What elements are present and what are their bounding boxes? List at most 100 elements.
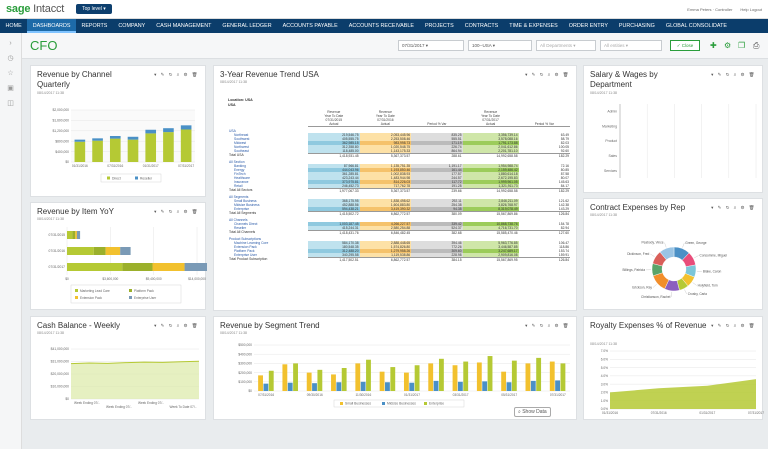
y-tick-label: $10,000,000 bbox=[51, 385, 70, 389]
nav-item-company[interactable]: Company bbox=[118, 23, 146, 29]
table-cell: 142.38 bbox=[558, 202, 569, 207]
bar-small-businesses bbox=[452, 365, 458, 391]
card-title: Royalty Expenses % of Revenue bbox=[590, 321, 707, 330]
row-label[interactable]: Small Business bbox=[234, 198, 257, 203]
row-label[interactable]: Machine Learning Core bbox=[234, 240, 269, 245]
bookmark-icon[interactable]: ◫ bbox=[7, 100, 14, 107]
row-label[interactable]: Banking bbox=[234, 163, 246, 168]
bar-reseller bbox=[127, 136, 139, 140]
nav-item-dashboards[interactable]: Dashboards bbox=[27, 19, 76, 33]
leader-line bbox=[694, 255, 699, 259]
date-picker[interactable]: 07/31/2017 ▾ bbox=[398, 40, 464, 51]
card-tools[interactable]: ▾ ✎ ↻ ⌕ ⚙ 🗑 bbox=[711, 72, 756, 77]
slice-label: Christianson, Rachel bbox=[641, 295, 671, 299]
row-label[interactable]: Retail bbox=[234, 183, 243, 188]
card-royalty-expenses: Royalty Expenses % of Revenue 08/14/2017… bbox=[583, 316, 764, 420]
card-tools[interactable]: ▾ ✎ ↻ ⌕ ⚙ 🗑 bbox=[154, 323, 199, 328]
nav-item-general-ledger[interactable]: General Ledger bbox=[222, 23, 272, 29]
row-label[interactable]: Midsize Business bbox=[234, 202, 260, 207]
page-title: CFO bbox=[30, 38, 58, 53]
card-cash-balance: Cash Balance - Weekly 08/14/2017 11:38 ▾… bbox=[30, 316, 206, 420]
gear-icon[interactable]: ⚙ bbox=[724, 41, 732, 50]
row-label[interactable]: Insurance bbox=[234, 179, 249, 184]
bar-midsize-businesses bbox=[482, 381, 488, 391]
legend-swatch bbox=[129, 289, 132, 292]
table-row: Energy 444,043.96 1,193,850.46 161.44 2,159,… bbox=[228, 167, 570, 172]
user-name[interactable]: Emma Peters · Controller bbox=[687, 6, 733, 12]
dashboard-icon[interactable]: ▣ bbox=[7, 85, 14, 92]
nav-item-accounts-receivable[interactable]: Accounts Receivable bbox=[348, 23, 414, 29]
nav-item-time-expenses[interactable]: Time & Expenses bbox=[509, 23, 558, 29]
row-label[interactable]: Southwest bbox=[234, 136, 250, 141]
card-tools[interactable]: ▾ ✎ ↻ ⌕ ⚙ 🗑 bbox=[525, 72, 570, 77]
nav-item-order-entry[interactable]: Order Entry bbox=[568, 23, 608, 29]
nav-item-purchasing[interactable]: Purchasing bbox=[618, 23, 655, 29]
table-cell: 246,452.73 bbox=[308, 183, 360, 188]
location-select[interactable]: 100--USA ▾ bbox=[468, 40, 532, 51]
sage-logo[interactable]: sage Intacct bbox=[6, 3, 65, 15]
row-label[interactable]: Energy bbox=[234, 167, 245, 172]
card-tools[interactable]: ▾ ✎ ↻ ⌕ ⚙ 🗑 bbox=[711, 205, 756, 210]
x-tick-label: Week Ending 07/.. bbox=[106, 405, 132, 409]
table-row: Banking 87,966.81 1,135,751.35 1,191.17 1,95… bbox=[228, 163, 570, 168]
row-label[interactable]: Enterprise bbox=[234, 206, 250, 211]
card-contract-expenses: Contract Expenses by Rep 08/14/2017 11:3… bbox=[583, 198, 763, 310]
nav-item-cash-management[interactable]: Cash Management bbox=[156, 23, 212, 29]
row-label: All Section bbox=[229, 159, 245, 164]
department-select[interactable]: All Departments ▾ bbox=[536, 40, 596, 51]
table-cell: 1,418,431.76 bbox=[308, 229, 360, 235]
table-row: All Segments bbox=[228, 193, 570, 199]
show-data-button[interactable]: ⌕ Show Data bbox=[514, 407, 551, 417]
row-label[interactable]: Midwest bbox=[234, 140, 247, 145]
entity-select[interactable]: All entities ▾ bbox=[600, 40, 662, 51]
copy-icon[interactable]: ❐ bbox=[738, 41, 746, 50]
table-cell: 226.74 bbox=[411, 144, 463, 149]
table-cell: 5,367,373.57 bbox=[359, 152, 412, 158]
table-cell: 2,909,816.08 bbox=[462, 252, 519, 257]
nav-item-reports[interactable]: Reports bbox=[81, 23, 108, 29]
chevron-right-icon[interactable]: › bbox=[9, 40, 12, 47]
revenue-item-chart: $0 $3,600,000 $9,400,000 $14,000,000 07/31/2… bbox=[48, 227, 207, 304]
table-cell: 1,604,883.80 bbox=[359, 202, 412, 207]
row-label[interactable]: Northeast bbox=[234, 132, 249, 137]
print-icon[interactable]: ⎙ bbox=[753, 41, 760, 50]
row-label: Product Subscriptions bbox=[229, 236, 262, 241]
nav-item-home[interactable]: Home bbox=[5, 23, 22, 29]
row-label[interactable]: Enterprise User bbox=[234, 252, 257, 257]
row-label[interactable]: Northwest bbox=[234, 144, 249, 149]
nav-item-projects[interactable]: Projects bbox=[424, 23, 454, 29]
card-tools[interactable]: ▾ ✎ ↻ ⌕ ⚙ 🗑 bbox=[154, 72, 199, 77]
bar-direct bbox=[74, 141, 86, 162]
row-label[interactable]: Southeast bbox=[234, 148, 249, 153]
bar-midsize-businesses bbox=[336, 382, 342, 391]
table-cell: 80.07 bbox=[560, 175, 569, 180]
table-cell: 1,999,961.05 bbox=[462, 179, 519, 184]
nav-item-contracts[interactable]: Contracts bbox=[464, 23, 499, 29]
bar-midsize-businesses bbox=[312, 383, 317, 391]
table-cell: 594,438.21 bbox=[308, 206, 360, 211]
level-selector[interactable]: Top level ▾ bbox=[76, 4, 112, 14]
clock-icon[interactable]: ◷ bbox=[7, 55, 14, 62]
card-tools[interactable]: ▾ ✎ ↻ ⌕ ⚙ 🗑 bbox=[525, 323, 570, 328]
close-button[interactable]: ✓ Close bbox=[670, 40, 700, 51]
card-tools[interactable]: ▾ ✎ ↻ ⌕ ⚙ 🗑 bbox=[711, 323, 756, 328]
row-label[interactable]: Extension Pack bbox=[234, 244, 257, 249]
star-icon[interactable]: ☆ bbox=[7, 70, 14, 77]
row-label[interactable]: Healthcare bbox=[234, 175, 250, 180]
table-cell: 4,266,227.57 bbox=[359, 221, 412, 226]
row-label[interactable]: FinTech bbox=[234, 171, 246, 176]
add-icon[interactable]: ✚ bbox=[710, 41, 717, 50]
y-tick-label: $100,000 bbox=[238, 380, 252, 384]
top-bar: sage Intacct Top level ▾ Emma Peters · C… bbox=[0, 0, 768, 19]
y-tick-label: $1,200,000 bbox=[52, 129, 69, 133]
top-links[interactable]: Help Logout bbox=[740, 6, 762, 12]
table-cell: 1,880,614.18 bbox=[462, 171, 519, 176]
row-label[interactable]: Platform Pack bbox=[234, 248, 255, 253]
table-cell: 1,119,538.86 bbox=[359, 252, 412, 257]
row-label[interactable]: Reseller bbox=[234, 225, 247, 230]
nav-item-global-consolidate[interactable]: Global Consolidate bbox=[665, 23, 727, 29]
nav-item-accounts-payable[interactable]: Accounts Payable bbox=[282, 23, 338, 29]
row-label[interactable]: Channels Direct bbox=[234, 221, 258, 226]
header-cell: Year To Date bbox=[375, 114, 395, 118]
card-tools[interactable]: ▾ ✎ ↻ ⌕ ⚙ 🗑 bbox=[154, 209, 199, 214]
